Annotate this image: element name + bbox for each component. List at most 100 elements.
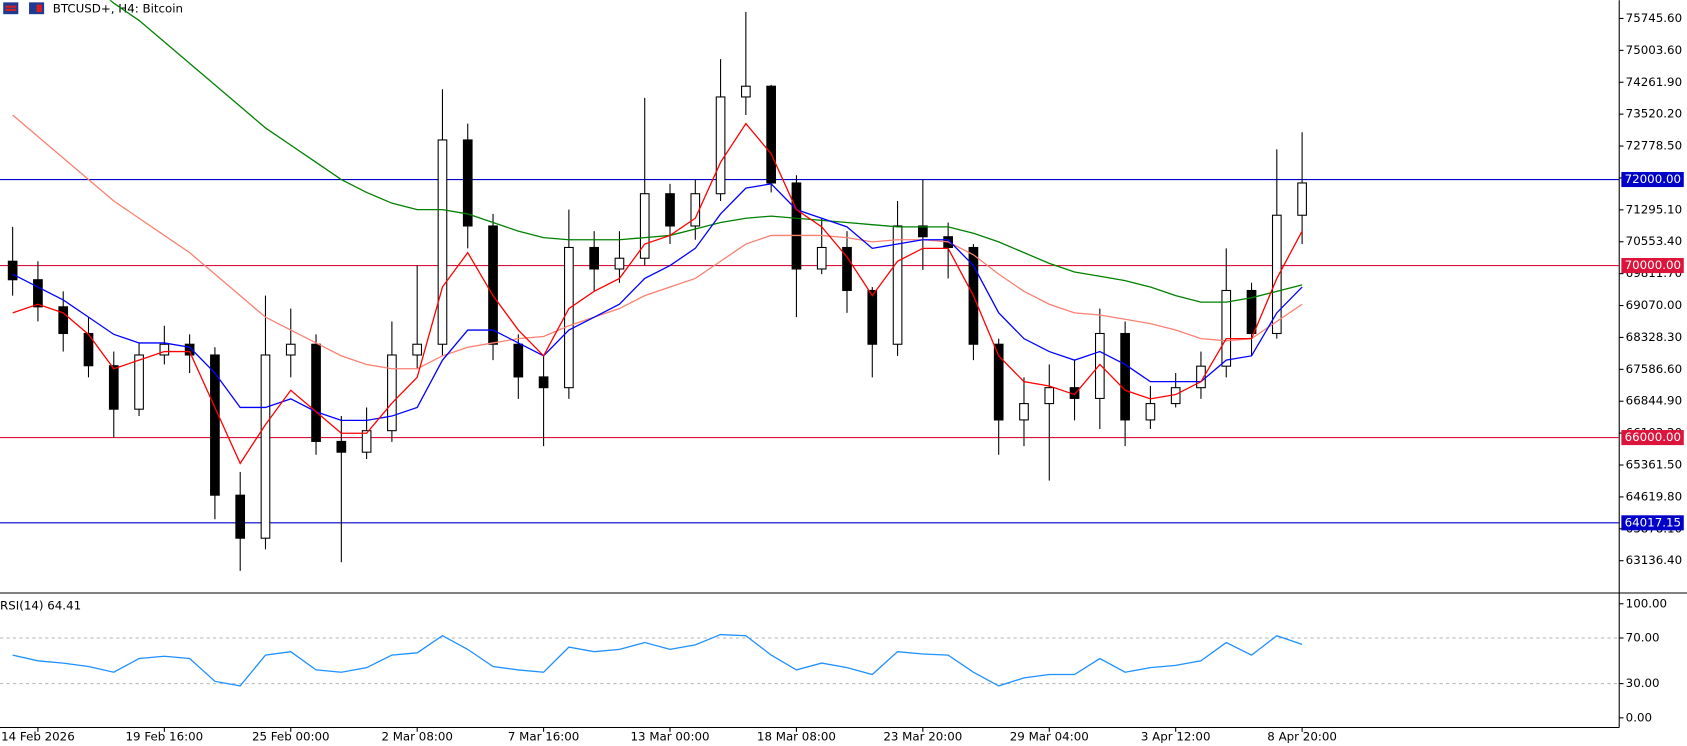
y-tick-label: 67586.60	[1626, 362, 1682, 376]
candle-body	[134, 354, 144, 410]
y-tick-label: 74261.90	[1626, 75, 1682, 89]
y-tick-label: 70553.40	[1626, 234, 1682, 248]
level-label: 70000.00	[1625, 258, 1681, 272]
level-box	[1621, 515, 1684, 531]
candle-body	[918, 225, 928, 238]
rsi-label: RSI(14) 64.41	[0, 598, 81, 612]
x-tick-label: 2 Mar 08:00	[381, 730, 452, 744]
y-tick-label: 69070.00	[1626, 298, 1682, 312]
icon	[5, 5, 17, 8]
y-tick-label: 66844.90	[1626, 394, 1682, 408]
candle-body	[159, 343, 170, 356]
candle-body	[7, 260, 18, 281]
candle-body	[33, 279, 43, 308]
x-tick-label: 18 Mar 08:00	[757, 730, 836, 744]
x-tick-label: 25 Feb 00:00	[252, 730, 330, 744]
level-box	[1621, 172, 1684, 188]
y-tick-label: 75003.60	[1626, 43, 1682, 57]
candle-body	[387, 354, 397, 432]
candle-body	[1297, 182, 1307, 216]
candle-body	[842, 246, 852, 292]
y-tick-label: 73520.20	[1626, 107, 1682, 121]
x-tick-label: 29 Mar 04:00	[1010, 730, 1089, 744]
candle-body	[538, 376, 549, 389]
candle-body	[260, 354, 271, 539]
level-label: 72000.00	[1625, 172, 1681, 186]
candle-body	[766, 85, 776, 184]
candle-body	[58, 306, 69, 335]
candle-body	[1019, 403, 1029, 421]
overlay-line	[12, 183, 1303, 422]
candle-body	[867, 289, 878, 345]
candle-body	[412, 343, 423, 356]
level-box	[1621, 430, 1684, 446]
x-tick-label: 3 Apr 12:00	[1141, 730, 1211, 744]
y-tick-label: 63136.40	[1626, 553, 1682, 567]
candle-body	[892, 225, 903, 345]
x-tick-label: 8 Apr 20:00	[1267, 730, 1337, 744]
candle-body	[639, 193, 650, 259]
y-tick-label: 75745.60	[1626, 11, 1682, 25]
candle-body	[488, 225, 498, 345]
y-tick-label: 65361.50	[1626, 458, 1682, 472]
candle-body	[791, 182, 802, 270]
x-tick-label: 14 Feb 2026	[1, 730, 75, 744]
icon	[5, 8, 17, 11]
rsi-tick-label: 70.00	[1626, 630, 1660, 644]
candle-body	[665, 193, 675, 227]
rsi-tick-label: 0.00	[1626, 710, 1652, 724]
candle-body	[1196, 365, 1206, 389]
candle-body	[816, 246, 827, 270]
overlay-line	[12, 122, 1303, 465]
candle-body	[285, 343, 296, 356]
overlay-line	[109, 0, 1303, 303]
candle-body	[741, 85, 751, 98]
y-tick-label: 64619.80	[1626, 489, 1682, 503]
candle-body	[513, 343, 524, 378]
x-tick-label: 13 Mar 00:00	[631, 730, 710, 744]
candle-body	[1246, 289, 1257, 335]
candle-body	[1145, 403, 1156, 421]
price-plot	[0, 0, 1620, 571]
candle-body	[361, 430, 372, 453]
candle-body	[1044, 387, 1055, 405]
candle-body	[184, 343, 195, 356]
candle-body	[993, 343, 1004, 421]
y-tick-label: 71295.10	[1626, 202, 1682, 216]
x-tick-label: 19 Feb 16:00	[126, 730, 204, 744]
level-label: 66000.00	[1625, 430, 1681, 444]
candle-body	[1271, 214, 1282, 335]
y-tick-label: 72778.50	[1626, 139, 1682, 153]
rsi-line	[12, 633, 1303, 687]
candle-body	[336, 440, 347, 453]
y-tick-label: 68328.30	[1626, 330, 1682, 344]
candle-body	[1120, 332, 1130, 421]
rsi-plot	[12, 633, 1303, 687]
x-tick-label: 23 Mar 20:00	[883, 730, 962, 744]
level-box	[1621, 258, 1684, 274]
candle-body	[83, 332, 94, 367]
candle-body	[589, 246, 600, 270]
overlay-line	[12, 114, 1303, 370]
candle-body	[690, 193, 701, 227]
candle-body	[108, 365, 119, 410]
level-label: 64017.15	[1625, 515, 1681, 529]
candle-body	[437, 139, 448, 345]
icon	[3, 2, 19, 15]
candle-body	[715, 96, 726, 195]
candle-body	[1221, 289, 1232, 367]
chart-title: BTCUSD+, H4: Bitcoin	[53, 1, 183, 15]
candle-body	[564, 246, 574, 389]
x-tick-label: 7 Mar 16:00	[508, 730, 579, 744]
icon	[36, 4, 42, 13]
candle-body	[462, 139, 473, 227]
candle-body	[210, 354, 220, 496]
rsi-tick-label: 30.00	[1626, 676, 1660, 690]
symbol-icons	[3, 2, 45, 15]
candle-body	[311, 343, 321, 442]
rsi-tick-label: 100.00	[1626, 596, 1667, 610]
candle-body	[235, 494, 246, 539]
